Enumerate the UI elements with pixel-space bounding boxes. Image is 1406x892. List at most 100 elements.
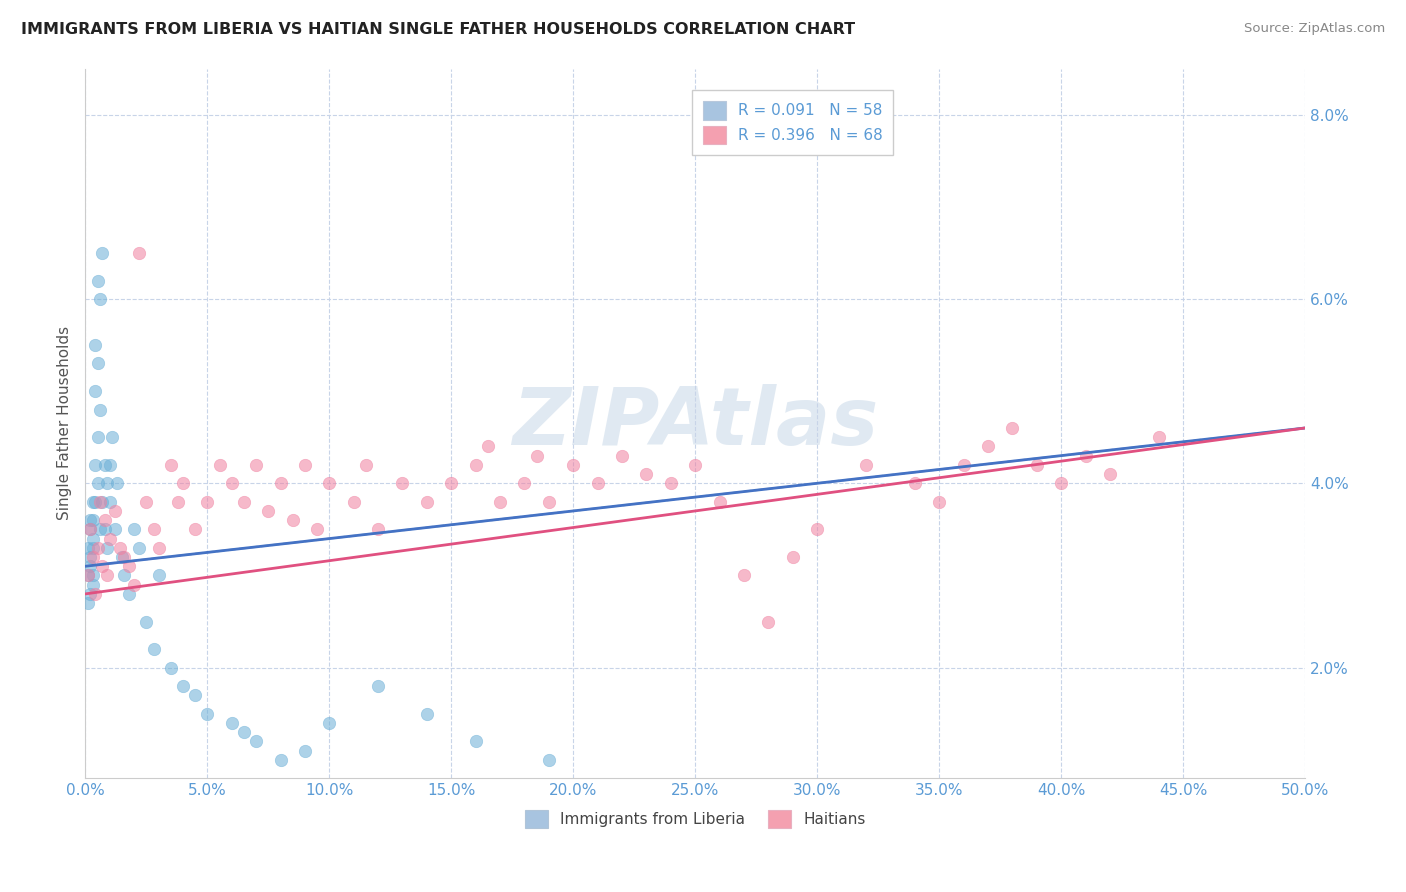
Point: [104, 504, 127, 518]
Point: [91, 494, 114, 508]
Point: [86, 356, 108, 370]
Point: [159, 458, 181, 472]
Point: [636, 467, 658, 481]
Point: [562, 458, 585, 472]
Point: [489, 494, 512, 508]
Point: [91, 245, 114, 260]
Point: [526, 449, 548, 463]
Point: [464, 458, 486, 472]
Point: [440, 476, 463, 491]
Point: [108, 541, 131, 555]
Point: [513, 476, 536, 491]
Point: [112, 549, 135, 564]
Point: [806, 522, 828, 536]
Point: [91, 559, 114, 574]
Point: [855, 458, 877, 472]
Point: [76, 541, 98, 555]
Point: [1074, 449, 1097, 463]
Point: [148, 568, 170, 582]
Point: [101, 430, 124, 444]
Point: [232, 725, 254, 739]
Point: [758, 615, 780, 629]
Point: [76, 596, 98, 610]
Point: [84, 494, 107, 508]
Point: [977, 439, 1000, 453]
Point: [367, 679, 389, 693]
Point: [105, 476, 128, 491]
Point: [148, 541, 170, 555]
Point: [112, 568, 135, 582]
Point: [89, 522, 111, 536]
Point: [294, 458, 316, 472]
Point: [84, 384, 107, 398]
Point: [586, 476, 609, 491]
Point: [270, 753, 292, 767]
Point: [245, 734, 267, 748]
Point: [354, 458, 377, 472]
Point: [82, 494, 104, 508]
Point: [94, 458, 117, 472]
Point: [82, 513, 104, 527]
Point: [96, 476, 118, 491]
Point: [464, 734, 486, 748]
Point: [391, 476, 413, 491]
Point: [167, 494, 190, 508]
Point: [782, 549, 804, 564]
Text: IMMIGRANTS FROM LIBERIA VS HAITIAN SINGLE FATHER HOUSEHOLDS CORRELATION CHART: IMMIGRANTS FROM LIBERIA VS HAITIAN SINGL…: [21, 22, 855, 37]
Point: [104, 522, 127, 536]
Legend: Immigrants from Liberia, Haitians: Immigrants from Liberia, Haitians: [519, 804, 872, 834]
Point: [172, 679, 194, 693]
Point: [416, 706, 439, 721]
Point: [84, 587, 107, 601]
Point: [221, 476, 243, 491]
Point: [416, 494, 439, 508]
Point: [294, 743, 316, 757]
Point: [477, 439, 499, 453]
Point: [270, 476, 292, 491]
Point: [82, 532, 104, 546]
Point: [709, 494, 731, 508]
Point: [76, 568, 98, 582]
Point: [172, 476, 194, 491]
Point: [928, 494, 950, 508]
Point: [96, 568, 118, 582]
Point: [952, 458, 974, 472]
Point: [79, 513, 101, 527]
Point: [89, 292, 111, 306]
Point: [82, 568, 104, 582]
Point: [683, 458, 706, 472]
Point: [82, 541, 104, 555]
Point: [94, 513, 117, 527]
Point: [89, 494, 111, 508]
Point: [118, 587, 141, 601]
Point: [79, 559, 101, 574]
Point: [122, 577, 145, 591]
Point: [537, 753, 560, 767]
Point: [184, 522, 207, 536]
Point: [659, 476, 682, 491]
Point: [86, 476, 108, 491]
Point: [98, 494, 121, 508]
Point: [318, 476, 340, 491]
Point: [343, 494, 366, 508]
Point: [79, 522, 101, 536]
Point: [79, 587, 101, 601]
Point: [245, 458, 267, 472]
Point: [128, 245, 150, 260]
Point: [1147, 430, 1170, 444]
Point: [142, 642, 165, 657]
Point: [94, 522, 117, 536]
Point: [122, 522, 145, 536]
Point: [1025, 458, 1047, 472]
Point: [232, 494, 254, 508]
Point: [733, 568, 755, 582]
Point: [128, 541, 150, 555]
Point: [76, 568, 98, 582]
Point: [118, 559, 141, 574]
Point: [281, 513, 304, 527]
Point: [195, 494, 218, 508]
Point: [82, 549, 104, 564]
Point: [89, 402, 111, 417]
Point: [1050, 476, 1073, 491]
Point: [82, 577, 104, 591]
